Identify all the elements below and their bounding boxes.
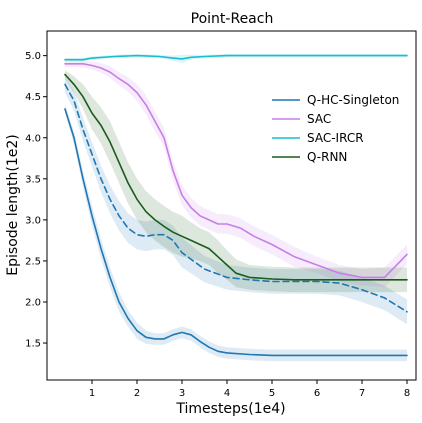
x-tick-label: 1 bbox=[89, 388, 95, 399]
y-axis-label: Episode length(1e2) bbox=[5, 134, 21, 275]
y-tick-label: 4.0 bbox=[25, 133, 41, 144]
y-tick-label: 3.5 bbox=[25, 174, 41, 185]
legend-label: Q-HC-Singleton bbox=[307, 93, 399, 107]
series-line-1 bbox=[64, 83, 408, 313]
y-tick-label: 3.0 bbox=[25, 215, 41, 226]
series-line-0 bbox=[64, 108, 408, 357]
x-axis-label: Timesteps(1e4) bbox=[175, 401, 285, 417]
legend-label: SAC-IRCR bbox=[307, 131, 364, 145]
y-tick-label: 2.5 bbox=[25, 256, 41, 267]
x-tick-label: 7 bbox=[359, 388, 365, 399]
y-tick-label: 5.0 bbox=[25, 51, 41, 62]
series-lines bbox=[64, 54, 408, 357]
series-line-3 bbox=[64, 54, 408, 61]
series-line-4 bbox=[64, 73, 408, 281]
legend: Q-HC-Singleton SAC SAC-IRCR Q-RNN bbox=[272, 93, 399, 164]
x-tick-label: 5 bbox=[269, 388, 275, 399]
band-1 bbox=[65, 76, 407, 325]
x-tick-label: 6 bbox=[314, 388, 320, 399]
plot-frame bbox=[46, 30, 417, 381]
y-tick-label: 4.5 bbox=[25, 92, 41, 103]
y-axis-ticks: 1.5 2.0 2.5 3.0 3.5 4.0 4.5 5.0 bbox=[25, 51, 47, 350]
legend-label: Q-RNN bbox=[307, 150, 347, 164]
x-tick-label: 8 bbox=[404, 388, 410, 399]
x-tick-label: 2 bbox=[134, 388, 140, 399]
x-axis-ticks: 1 2 3 4 5 6 7 8 bbox=[89, 380, 410, 399]
series-line-2 bbox=[64, 62, 408, 279]
chart-title: Point-Reach bbox=[191, 11, 274, 27]
legend-label: SAC bbox=[307, 112, 331, 126]
band-2 bbox=[65, 60, 407, 288]
y-tick-label: 2.0 bbox=[25, 297, 41, 308]
x-tick-label: 4 bbox=[224, 388, 230, 399]
band-4 bbox=[65, 70, 407, 293]
x-tick-label: 3 bbox=[179, 388, 185, 399]
y-tick-label: 1.5 bbox=[25, 339, 41, 350]
